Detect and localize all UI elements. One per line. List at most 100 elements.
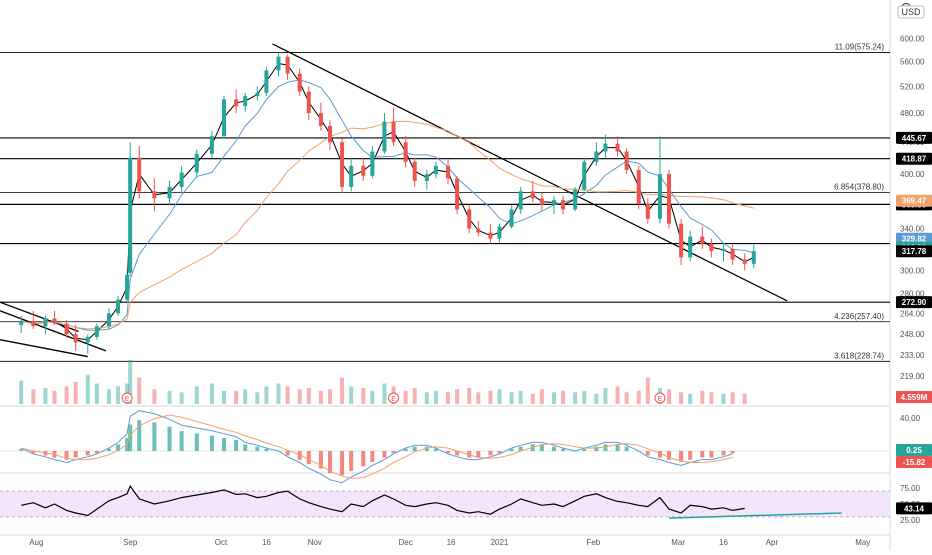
macd-badge[interactable]: 0.25: [896, 444, 932, 456]
time-tick: 16: [262, 538, 271, 547]
macd-bar: [424, 446, 429, 451]
macd-bar: [667, 451, 672, 460]
rsi-line: [21, 484, 745, 517]
svg-text:445.67: 445.67: [902, 134, 927, 143]
earnings-marker[interactable]: [654, 392, 666, 404]
volume-bar: [467, 387, 472, 404]
candle-body: [243, 96, 248, 107]
volume-bar: [306, 387, 311, 404]
volume-bar: [497, 389, 502, 404]
volume-bar: [742, 393, 747, 404]
candle-body: [657, 174, 662, 219]
candle-body: [688, 236, 693, 258]
macd-bar: [94, 451, 99, 454]
trendline[interactable]: [0, 339, 88, 358]
candle-body: [412, 161, 417, 181]
volume-bar: [539, 389, 544, 404]
candle-body: [276, 56, 281, 71]
rsi-trendline[interactable]: [668, 512, 842, 519]
volume-bar: [52, 390, 57, 404]
candle-body: [709, 243, 714, 251]
candle-body: [209, 136, 214, 154]
macd-bar: [657, 451, 662, 458]
volume-bar: [116, 386, 121, 404]
price-badge[interactable]: 369.47: [896, 194, 932, 207]
level-label: 3.618(228.74): [834, 351, 884, 360]
volume-bar: [64, 386, 69, 404]
volume-bar: [488, 390, 493, 404]
volume-bar: [433, 390, 438, 404]
time-tick: Oct: [215, 538, 228, 547]
macd-bar: [594, 446, 599, 451]
volume-bar: [43, 387, 48, 404]
price-badge[interactable]: 317.78: [896, 245, 932, 258]
candle-body: [43, 318, 48, 327]
macd-bar: [539, 444, 544, 451]
candle-body: [128, 157, 133, 273]
candle-body: [318, 113, 323, 126]
earnings-label: E: [125, 396, 130, 403]
level-badge[interactable]: 272.90: [896, 296, 932, 309]
candle-body: [285, 56, 290, 74]
volume-bar: [446, 392, 451, 404]
level-label: 4.236(257.40): [834, 312, 884, 321]
candle-body: [730, 248, 735, 260]
macd-bar: [721, 451, 726, 456]
rsi-badge[interactable]: 43.14: [896, 502, 932, 515]
currency-chip[interactable]: [897, 5, 925, 19]
volume-bar: [561, 390, 566, 404]
time-tick: Dec: [399, 538, 413, 547]
macd-bar: [19, 448, 24, 451]
candle-body: [424, 174, 429, 181]
earnings-marker[interactable]: [388, 392, 400, 404]
macd-bar: [730, 451, 735, 454]
volume-bar: [209, 383, 214, 404]
macd-bar: [128, 424, 133, 451]
candle-body: [509, 209, 514, 227]
macd-bar: [318, 451, 323, 469]
candle-body: [455, 178, 460, 210]
time-tick: 16: [719, 538, 728, 547]
time-tick: Apr: [766, 538, 779, 547]
macd-bar: [433, 448, 438, 451]
earnings-label: E: [658, 396, 663, 403]
candle-body: [679, 223, 684, 258]
volume-badge[interactable]: 4.559M: [896, 391, 932, 403]
background-layer: [0, 0, 891, 550]
candle-body: [594, 151, 599, 162]
earnings-label: E: [391, 396, 396, 403]
time-tick: Nov: [308, 538, 322, 547]
macd-badge[interactable]: -15.82: [896, 456, 932, 468]
price-axis: 600.00560.00520.00480.00440.00400.00370.…: [900, 34, 925, 525]
volume-bar: [297, 389, 302, 404]
volume-bar: [424, 392, 429, 404]
macd-bar: [700, 451, 705, 458]
candle-body: [624, 151, 629, 170]
level-badge[interactable]: 418.87: [896, 152, 932, 165]
earnings-marker[interactable]: [121, 392, 133, 404]
macd-bar: [194, 433, 199, 451]
candle-body: [530, 191, 535, 199]
svg-text:4.559M: 4.559M: [901, 393, 928, 402]
price-badges: 445.67418.87365.50325.10272.90369.47329.…: [896, 131, 932, 515]
candle-body: [391, 121, 396, 143]
price-tick: 280.00: [900, 290, 925, 299]
level-label: 6.854(378.80): [834, 182, 884, 191]
volume-bar: [509, 392, 514, 404]
trendline[interactable]: [272, 43, 788, 302]
trendline[interactable]: [0, 310, 107, 352]
macd-bar: [116, 444, 121, 451]
candle-body: [603, 143, 608, 152]
volume-bar: [167, 390, 172, 404]
macd-bar: [340, 451, 345, 476]
level-badge[interactable]: 445.67: [896, 131, 932, 144]
candle-body: [403, 142, 408, 162]
macd-bar: [137, 420, 142, 451]
volume-bar: [667, 389, 672, 404]
volume-bar: [624, 392, 629, 404]
volume-bar: [518, 390, 523, 404]
macd-bar: [370, 451, 375, 462]
price-tick: 520.00: [900, 82, 925, 91]
candle-body: [751, 251, 756, 264]
